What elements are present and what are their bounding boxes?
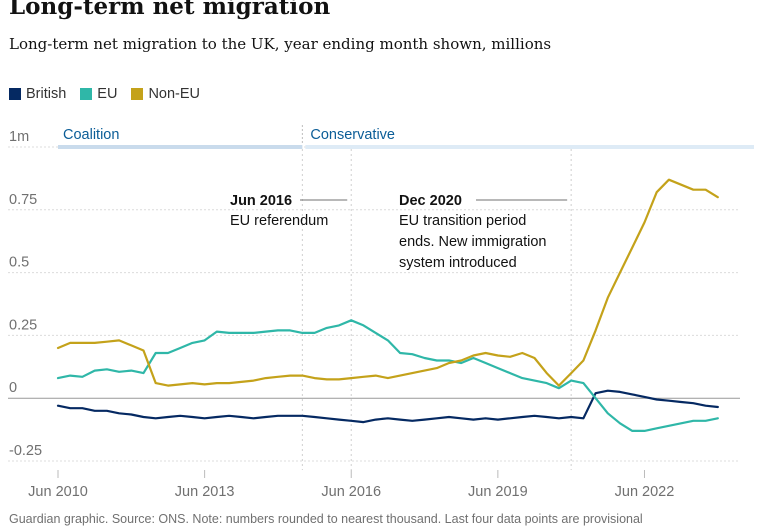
legend-label-non-eu: Non-EU [148,86,201,102]
legend-label-british: British [26,86,67,102]
period-band [58,145,303,149]
y-tick-label: 1m [9,129,29,145]
x-tick-label: Jun 2016 [321,484,381,500]
legend-swatch-non-eu [131,88,144,100]
y-tick-label: 0.25 [9,317,37,333]
source-note: Guardian graphic. Source: ONS. Note: num… [9,512,643,526]
y-tick-label: -0.25 [9,443,42,459]
x-tick-label: Jun 2010 [28,484,88,500]
legend-swatch-eu [80,88,93,100]
legend-item-british: British [9,86,66,102]
annotation-title: Dec 2020 [399,193,462,209]
period-band [305,145,754,149]
period-label: Conservative [310,127,395,143]
x-tick-label: Jun 2022 [615,484,675,500]
legend: British EU Non-EU [9,86,214,102]
series-line-non-eu [56,178,719,387]
annotation-text: system introduced [399,255,517,271]
annotation-text: ends. New immigration [399,234,546,250]
legend-label-eu: EU [97,86,118,102]
annotation-text: EU transition period [399,213,526,229]
legend-item-non-eu: Non-EU [131,86,200,102]
legend-item-eu: EU [80,86,117,102]
x-tick-label: Jun 2019 [468,484,528,500]
x-tick-label: Jun 2013 [175,484,235,500]
series-line-british [56,389,719,424]
annotation-title: Jun 2016 [230,193,292,209]
y-tick-label: 0.5 [9,255,29,271]
period-label: Coalition [63,127,119,143]
chart-subtitle: Long-term net migration to the UK, year … [9,35,552,53]
series-line-eu [56,319,719,432]
legend-swatch-british [9,88,21,100]
y-tick-label: 0 [9,380,17,396]
chart-title: Long-term net migration [9,0,331,20]
annotation-text: EU referendum [230,213,328,229]
y-tick-label: 0.75 [9,192,37,208]
